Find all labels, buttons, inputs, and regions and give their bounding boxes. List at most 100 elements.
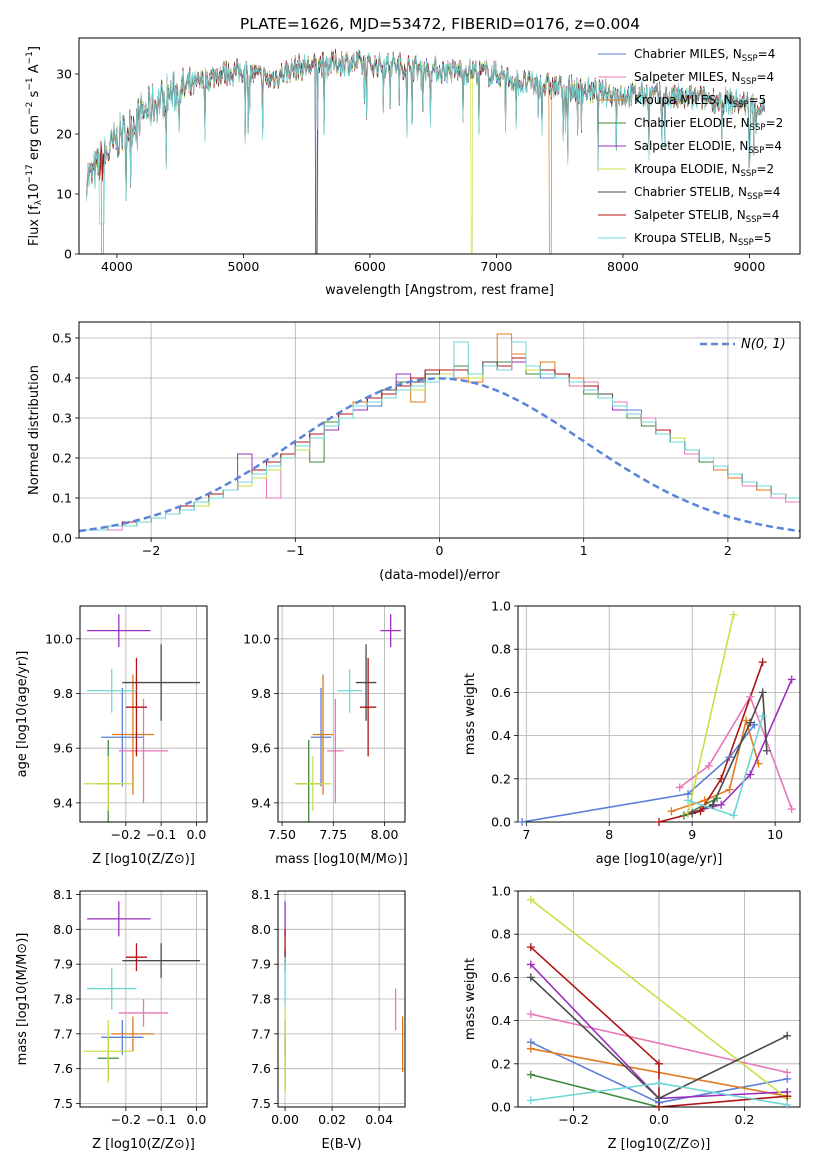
plus-marker [518,818,527,826]
plus-marker [787,675,796,684]
error-bar-point [118,698,169,803]
y-tick-label: 0.1 [52,491,72,506]
plus-marker [684,796,693,805]
plus-marker [717,774,726,783]
y-tick-label: 0.4 [52,371,72,386]
plus-marker [725,785,734,794]
y-tick-label: 9.8 [251,686,271,701]
y-tick-label: 1.0 [491,884,511,899]
y-tick-label: 10.0 [45,631,73,646]
mass-vs-EBV-plot-area [284,901,404,1094]
y-tick-label: 9.4 [251,795,271,810]
y-tick-label: 0.6 [491,970,511,985]
plus-marker [526,973,535,982]
plus-marker [746,770,755,779]
y-tick-label: 7.5 [53,1096,73,1111]
plus-marker [713,794,722,803]
weight-vs-Z-frame: −0.2 0.0 0.2 0.0 0.2 0.4 0.6 0.8 1.0 Z [log10(Z/Z… [463,884,801,1152]
y-tick-label: 7.6 [251,1061,271,1076]
plus-marker [655,1059,663,1068]
x-tick-label: 9000 [733,259,765,274]
x-tick-label: −0.1 [146,1112,176,1127]
x-tick-label: 0.04 [365,1112,393,1127]
y-axis-label: Flux [fλ10−17 erg cm−2 s−1 A−1] [25,46,44,246]
y-tick-label: 0.5 [52,331,72,346]
plus-marker [655,818,663,826]
y-tick-label: 20 [56,127,72,142]
x-tick-label: 7.50 [268,827,296,842]
normal-curve [79,377,800,533]
age-vs-mass-frame: 7.50 7.75 8.00 9.4 9.6 9.8 10.0 mass [log10(M/M… [243,605,408,867]
error-bar-point [312,674,334,795]
spectrum-plot-area [86,48,765,254]
axes-frame [277,605,406,823]
x-tick-label: 0 [436,543,444,558]
plus-marker [746,692,755,701]
age-vs-Z-plot-area [83,614,200,822]
weight-line-salpeter-miles [679,694,793,810]
age-vs-mass-axes [278,606,405,822]
y-tick-label: 7.9 [251,957,271,972]
error-bar-point [327,698,344,803]
error-bar-point [87,614,151,648]
error-bar-point [83,1019,133,1083]
plus-marker [758,658,767,667]
x-tick-label: 8.00 [371,827,399,842]
plus-marker [717,800,726,809]
weight-line-salpeter-miles [530,1013,788,1074]
legend-label: Salpeter STELIB, NSSP=4 [634,208,779,225]
error-bar-point [118,999,169,1027]
x-tick-label: 0.0 [186,1112,206,1127]
legend-label: N(0, 1) [741,337,786,352]
y-tick-label: 0.2 [491,1056,511,1071]
x-axis-label: wavelength [Angstrom, rest frame] [325,283,554,298]
figure-title: PLATE=1626, MJD=53472, FIBERID=0176, z=0… [240,15,640,33]
plus-marker [783,1068,792,1077]
y-tick-label: 1.0 [491,599,511,614]
error-bar-point [380,614,401,648]
residuals-frame: −2 −1 0 1 2 0.0 0.1 0.2 0.3 0.4 0.5 (data-model)/er… [27,321,801,583]
weight-line-chabrier-elodie [530,1073,660,1107]
plus-marker [655,1103,663,1111]
axes-frame [517,605,801,823]
error-bar-point [101,688,144,787]
plus-marker [526,1010,535,1019]
x-tick-label: 7.75 [319,827,347,842]
weight-vs-Z-markers [526,895,792,1111]
weight-line-chabrier-miles [521,724,756,822]
plus-marker [783,1100,792,1109]
legend-label: Chabrier ELODIE, NSSP=2 [634,116,783,133]
mass-vs-EBV-frame: 0.00 0.02 0.04 7.5 7.6 7.7 7.8 7.9 8.0 8.1 E(B-V) [251,887,406,1152]
x-axis-label: (data-model)/error [379,568,500,583]
x-tick-label: 5000 [228,259,260,274]
x-axis-label: mass [log10(M/M⊙)] [275,852,408,867]
y-tick-label: 0.2 [491,771,511,786]
y-tick-label: 9.6 [53,741,73,756]
plus-marker [526,960,535,969]
plus-marker [526,943,535,952]
y-tick-label: 7.8 [251,992,271,1007]
plus-marker [754,759,763,768]
x-tick-label: 0.0 [186,827,206,842]
y-axis-label: Normed distribution [27,365,42,495]
spectrum-legend: Chabrier MILES, NSSP=4 Salpeter MILES, NS… [598,47,783,248]
legend-label: Salpeter ELODIE, NSSP=4 [634,139,782,156]
x-axis-label: E(B-V) [321,1137,361,1152]
plus-marker [696,807,705,816]
legend-label: Salpeter MILES, NSSP=4 [634,70,774,87]
y-tick-label: 0.4 [491,1013,511,1028]
x-tick-label: 9 [688,827,696,842]
plus-marker [675,783,684,792]
y-axis-label: mass weight [463,958,478,1040]
error-bar-point [122,644,200,721]
y-axis-label: mass [log10(M/M⊙)] [15,933,30,1066]
legend-label: Kroupa STELIB, NSSP=5 [634,231,772,248]
x-axis-label: Z [log10(Z/Z⊙)] [92,1137,195,1152]
y-tick-label: 0.0 [491,815,511,830]
y-axis-label: mass weight [463,673,478,755]
plus-marker [667,807,676,816]
legend-label: Chabrier STELIB, NSSP=4 [634,185,781,202]
age-vs-Z-frame: −0.2 −0.1 0.0 9.4 9.6 9.8 10.0 Z [log10(Z/Z⊙)] a… [15,605,208,867]
y-tick-label: 0.0 [491,1100,511,1115]
